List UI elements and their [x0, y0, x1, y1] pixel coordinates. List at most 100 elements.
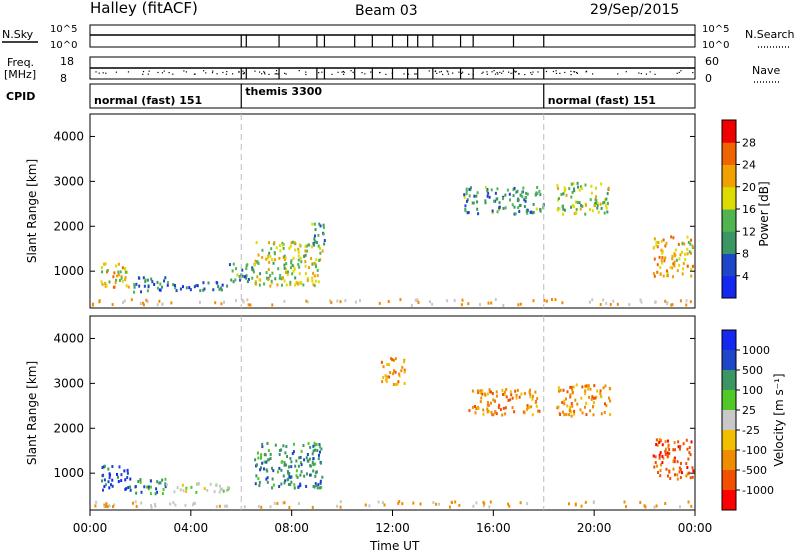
range-gate-cell — [175, 289, 178, 293]
near-range-cell — [475, 501, 478, 505]
range-gate-cell — [292, 450, 295, 454]
near-range-cell — [184, 503, 187, 507]
range-gate-cell — [514, 212, 517, 216]
range-gate-cell — [139, 478, 142, 482]
range-gate-cell — [302, 444, 305, 448]
near-range-cell — [336, 299, 339, 303]
range-gate-cell — [537, 409, 540, 413]
range-gate-cell — [493, 399, 496, 403]
range-gate-cell — [306, 279, 309, 283]
nave-dot — [202, 70, 205, 72]
velocity-ylabel: Slant Range [km] — [25, 361, 39, 465]
range-gate-cell — [265, 271, 268, 275]
range-gate-cell — [386, 375, 389, 379]
range-gate-cell — [319, 481, 322, 485]
range-gate-cell — [126, 476, 129, 480]
range-gate-cell — [266, 480, 269, 484]
noise-tick-left-lo: 10^0 — [50, 40, 77, 51]
range-gate-cell — [239, 278, 242, 282]
range-gate-cell — [279, 273, 282, 277]
range-gate-cell — [287, 483, 290, 487]
range-gate-cell — [673, 254, 676, 258]
colorbar-swatch — [722, 186, 736, 210]
nave-dot — [168, 71, 170, 74]
near-range-cell — [249, 303, 252, 307]
range-gate-cell — [609, 399, 612, 403]
colorbar-tick-label: 12 — [742, 225, 756, 238]
range-gate-cell — [571, 404, 574, 408]
near-range-cell — [689, 300, 692, 304]
range-gate-cell — [571, 203, 574, 207]
noise-tick-left-hi: 10^5 — [50, 24, 77, 35]
near-range-cell — [454, 500, 457, 504]
nave-dot — [530, 72, 532, 74]
range-gate-cell — [572, 181, 575, 185]
range-gate-cell — [575, 211, 578, 215]
range-gate-cell — [230, 278, 233, 282]
range-gate-cell — [135, 491, 138, 495]
range-gate-cell — [530, 405, 533, 409]
range-gate-cell — [120, 479, 123, 483]
near-range-cell — [487, 301, 490, 305]
range-gate-cell — [312, 242, 315, 246]
range-gate-cell — [529, 392, 532, 396]
near-range-cell — [580, 504, 583, 508]
range-gate-cell — [300, 281, 303, 285]
range-gate-cell — [270, 466, 273, 470]
range-gate-cell — [101, 270, 104, 274]
range-gate-cell — [286, 273, 289, 277]
range-gate-cell — [653, 274, 656, 278]
range-gate-cell — [581, 385, 584, 389]
range-gate-cell — [258, 484, 261, 488]
range-gate-cell — [654, 455, 657, 459]
near-range-cell — [242, 300, 245, 304]
range-gate-cell — [283, 263, 286, 267]
range-gate-cell — [480, 396, 483, 400]
range-gate-cell — [501, 197, 504, 201]
range-gate-cell — [315, 443, 318, 447]
cpid-segments: normal (fast) 151 themis 3300 normal (fast… — [94, 84, 656, 108]
range-gate-cell — [524, 196, 527, 200]
range-gate-cell — [504, 206, 507, 210]
range-gate-cell — [536, 185, 539, 189]
range-gate-cell — [259, 272, 262, 276]
range-gate-cell — [664, 244, 667, 248]
range-gate-cell — [182, 489, 185, 493]
range-gate-cell — [295, 459, 298, 463]
colorbar-swatch — [722, 231, 736, 254]
nave-dot — [225, 73, 228, 75]
range-gate-cell — [278, 448, 281, 452]
range-gate-cell — [222, 489, 225, 493]
y-tick-label: 4000 — [53, 129, 84, 143]
range-gate-cell — [319, 251, 322, 255]
nave-dot — [555, 72, 558, 75]
range-gate-cell — [123, 267, 126, 271]
range-gate-cell — [661, 443, 664, 447]
nave-dot — [277, 73, 279, 75]
nave-dot — [676, 72, 678, 75]
range-gate-cell — [672, 467, 675, 471]
range-gate-cell — [569, 405, 572, 409]
range-gate-cell — [659, 451, 662, 455]
range-gate-cell — [296, 475, 299, 479]
range-gate-cell — [179, 287, 182, 291]
near-range-cell — [364, 503, 367, 507]
nave-dot — [680, 70, 682, 72]
range-gate-cell — [265, 477, 268, 481]
noise-tick-right-lo: 10^0 — [702, 40, 729, 51]
freq-unit-label: [MHz] — [4, 68, 36, 81]
near-range-cell — [130, 298, 133, 302]
range-gate-cell — [269, 452, 272, 456]
range-gate-cell — [261, 248, 264, 252]
near-range-cell — [545, 299, 548, 303]
nave-dot — [232, 73, 234, 75]
range-gate-cell — [569, 395, 572, 399]
range-gate-cell — [245, 264, 248, 268]
range-gate-cell — [290, 259, 293, 263]
range-gate-cell — [386, 362, 389, 366]
range-gate-cell — [297, 263, 300, 267]
velocity-axes: 1000 2000 3000 4000 — [53, 316, 695, 510]
range-gate-cell — [311, 245, 314, 249]
range-gate-cell — [558, 207, 561, 211]
range-gate-cell — [513, 186, 516, 190]
